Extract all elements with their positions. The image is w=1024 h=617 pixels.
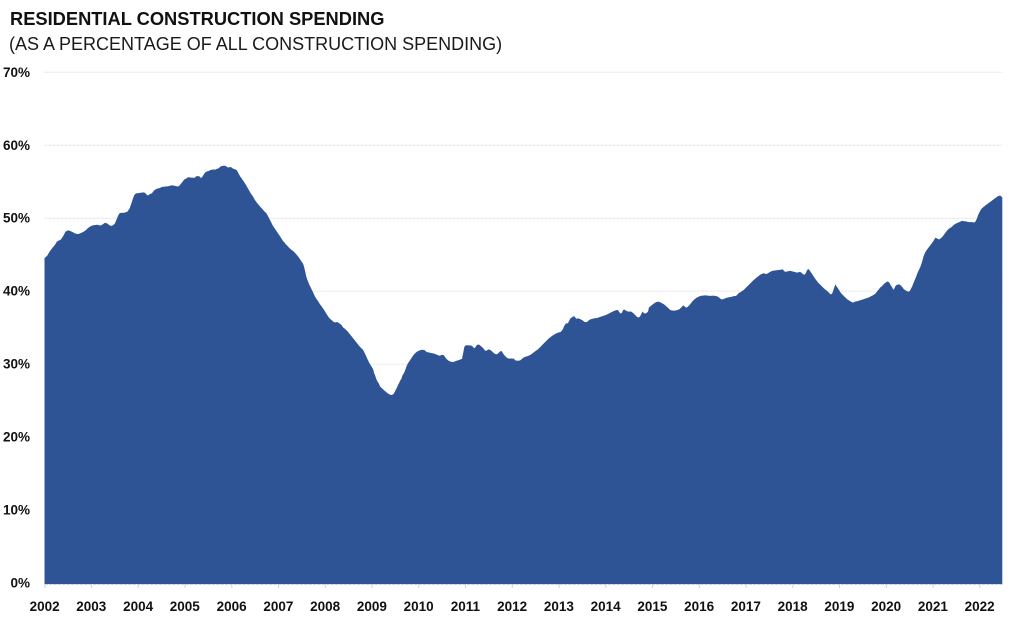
svg-text:2022: 2022 <box>965 599 995 614</box>
svg-text:2007: 2007 <box>263 599 293 614</box>
svg-text:0%: 0% <box>10 575 30 590</box>
svg-text:2002: 2002 <box>30 599 60 614</box>
svg-text:20%: 20% <box>3 430 30 445</box>
svg-text:2004: 2004 <box>123 599 154 614</box>
svg-text:60%: 60% <box>3 138 30 153</box>
svg-text:50%: 50% <box>3 211 30 226</box>
svg-text:70%: 70% <box>3 65 30 80</box>
svg-text:2009: 2009 <box>357 599 387 614</box>
svg-text:2005: 2005 <box>170 599 201 614</box>
svg-text:10%: 10% <box>3 503 30 518</box>
svg-text:2006: 2006 <box>217 599 248 614</box>
svg-text:2013: 2013 <box>544 599 575 614</box>
svg-text:2015: 2015 <box>637 599 668 614</box>
svg-text:2021: 2021 <box>918 599 949 614</box>
svg-text:2012: 2012 <box>497 599 527 614</box>
svg-text:2008: 2008 <box>310 599 341 614</box>
svg-text:2020: 2020 <box>871 599 901 614</box>
svg-text:2011: 2011 <box>451 599 481 614</box>
svg-text:2014: 2014 <box>591 599 622 614</box>
svg-text:30%: 30% <box>3 357 30 372</box>
svg-text:2018: 2018 <box>778 599 809 614</box>
svg-text:2019: 2019 <box>824 599 854 614</box>
svg-text:40%: 40% <box>3 284 30 299</box>
svg-text:2003: 2003 <box>76 599 107 614</box>
svg-text:2017: 2017 <box>731 599 761 614</box>
svg-text:2016: 2016 <box>684 599 715 614</box>
svg-text:2010: 2010 <box>404 599 434 614</box>
